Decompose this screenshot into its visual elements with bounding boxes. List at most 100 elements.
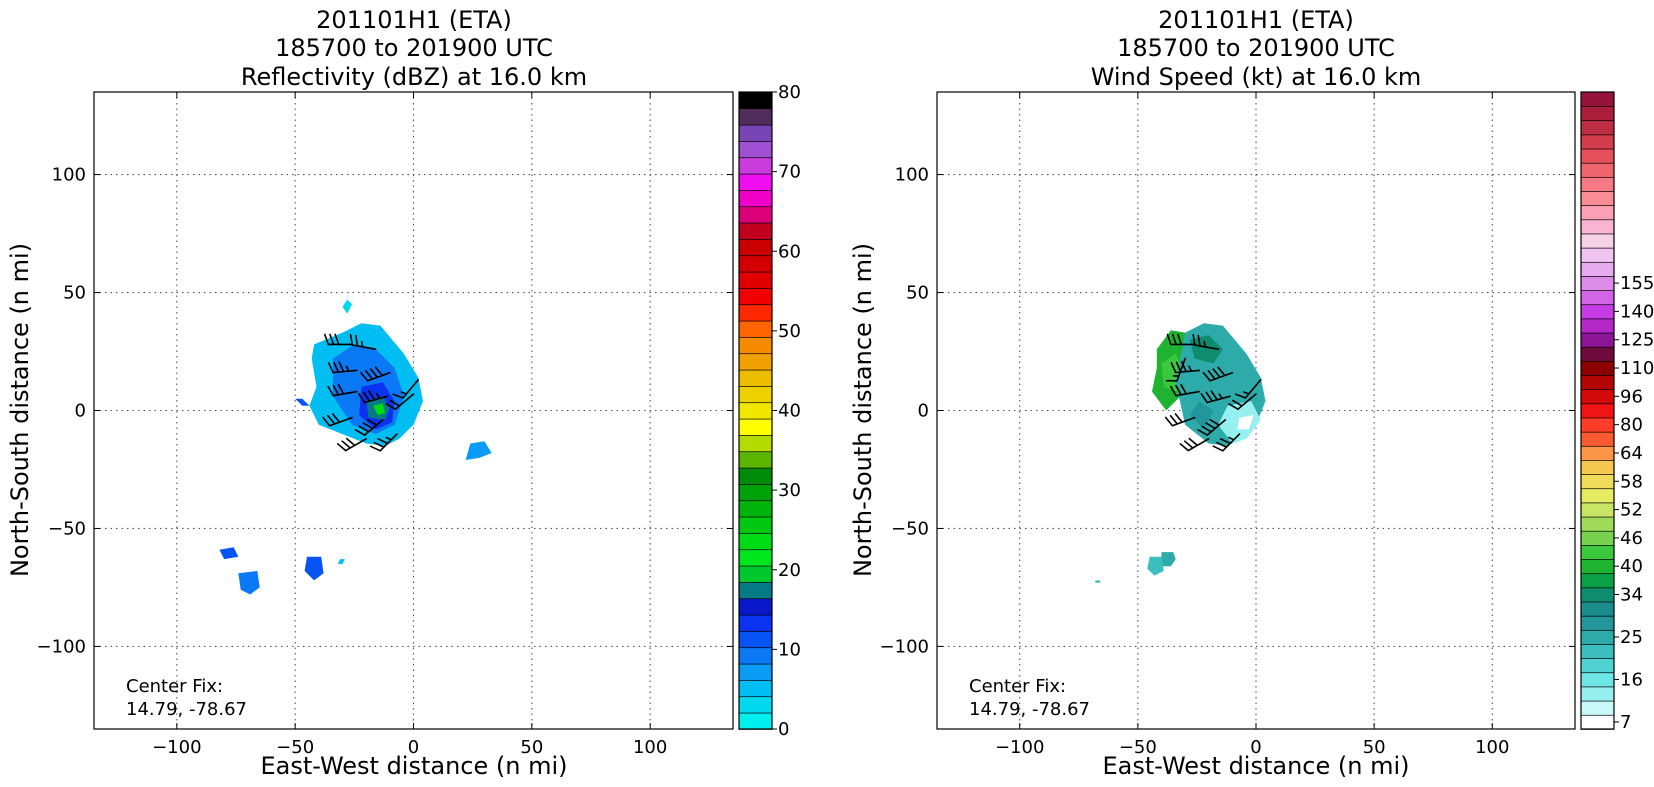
colorbar-tick-label: 70 [778, 162, 801, 183]
colorbar-bin [738, 156, 773, 175]
y-tick-label: −50 [48, 518, 86, 539]
reflectivity-title-line-2: 185700 to 201900 UTC [275, 34, 553, 62]
colorbar-bin [1580, 657, 1615, 674]
windspeed-title-line-1: 201101H1 (ETA) [1158, 6, 1354, 34]
wind-barb [392, 379, 419, 399]
x-tick-label: 50 [1363, 737, 1386, 758]
reflectivity-center-fix-value: 14.79, -78.67 [126, 699, 247, 720]
wind-barb [1170, 384, 1201, 397]
wind-barb [1228, 393, 1257, 410]
colorbar-bin [738, 287, 773, 306]
colorbar-bin [1580, 516, 1615, 532]
reflectivity-title-line-3: Reflectivity (dBZ) at 16.0 km [241, 63, 587, 91]
x-tick-label: −100 [995, 737, 1044, 758]
wind-barb [1170, 361, 1201, 374]
colorbar-bin [738, 630, 773, 649]
colorbar-bin [738, 271, 773, 289]
echo-region [295, 398, 310, 406]
colorbar-bin [738, 418, 773, 436]
colorbar-bin [1580, 233, 1615, 249]
wind-barb [322, 413, 353, 427]
colorbar-tick-label: 10 [778, 639, 801, 660]
colorbar-bin [738, 91, 773, 110]
colorbar-tick-label: 80 [1620, 415, 1643, 436]
colorbar-bin [1580, 289, 1615, 306]
colorbar-bin [1580, 105, 1615, 122]
colorbar-bin [1580, 672, 1615, 688]
y-tick-label: 100 [52, 165, 86, 186]
colorbar-bin [738, 663, 773, 681]
colorbar-bin [738, 336, 773, 355]
colorbar-bin [738, 548, 773, 567]
y-tick-label: 0 [75, 401, 86, 422]
colorbar-tick-label: 58 [1620, 471, 1643, 492]
echo-region [465, 441, 492, 460]
colorbar-bin [738, 499, 773, 518]
echo-region [337, 559, 345, 564]
echo-region [1147, 556, 1164, 576]
colorbar-bin [738, 467, 773, 485]
wind-barb [354, 418, 384, 436]
colorbar-bin [1580, 346, 1615, 362]
wind-barb [1212, 433, 1241, 452]
colorbar-tick-label: 7 [1620, 712, 1631, 733]
colorbar-bin [738, 369, 773, 387]
wind-barb [1179, 437, 1210, 452]
colorbar-tick-label: 64 [1620, 443, 1643, 464]
wind-barb [327, 383, 358, 397]
echo-region [1189, 335, 1223, 364]
echo-region [1310, 445, 1327, 460]
colorbar-bin [1580, 558, 1615, 575]
echo-region [1095, 580, 1100, 583]
y-tick-label: 50 [906, 283, 929, 304]
colorbar-bin [738, 205, 773, 224]
colorbar-bin [1580, 459, 1615, 475]
y-tick-label: 0 [918, 401, 929, 422]
colorbar-bin [738, 581, 773, 600]
colorbar-bin [738, 434, 773, 453]
colorbar-bin [1580, 148, 1615, 164]
colorbar-bin [738, 107, 773, 126]
colorbar-bin [738, 254, 773, 273]
colorbar-bin [1580, 134, 1615, 150]
windspeed-title-line-2: 185700 to 201900 UTC [1117, 34, 1395, 62]
colorbar-bin [738, 646, 773, 665]
colorbar-bin [1580, 403, 1615, 419]
y-tick-label: 50 [63, 283, 86, 304]
windspeed-x-axis-label: East-West distance (n mi) [1102, 752, 1409, 780]
colorbar-bin [738, 173, 773, 191]
reflectivity-x-axis-label: East-West distance (n mi) [260, 752, 567, 780]
colorbar-tick-label: 34 [1620, 585, 1643, 606]
wind-barb [328, 361, 358, 374]
colorbar-bin [738, 614, 773, 632]
colorbar-bin [1580, 162, 1615, 178]
x-tick-label: 0 [408, 737, 419, 758]
colorbar-bin [738, 597, 773, 616]
colorbar-bin [1580, 700, 1615, 716]
echo-region [1161, 552, 1176, 567]
colorbar-bin [1580, 318, 1615, 334]
windspeed-center-fix-value: 14.79, -78.67 [969, 699, 1090, 720]
colorbar-bin [1580, 91, 1615, 107]
reflectivity-center-fix-label: Center Fix: [126, 676, 223, 697]
colorbar-bin [1580, 714, 1615, 730]
colorbar-bin [738, 238, 773, 257]
wind-barb [357, 390, 389, 404]
colorbar-bin [1580, 643, 1615, 659]
colorbar-tick-label: 30 [778, 480, 801, 501]
reflectivity-wind-barbs [322, 333, 419, 452]
y-tick-label: 100 [895, 165, 929, 186]
windspeed-colorbar: 7 16 25 34 40 46 52 58 64 80 96 110 125 140 155 [1580, 91, 1654, 733]
colorbar-bin [738, 695, 773, 714]
colorbar-tick-label: 125 [1620, 330, 1654, 351]
reflectivity-y-axis-label: North-South distance (n mi) [6, 243, 34, 577]
colorbar-bin [1580, 219, 1615, 235]
wind-barb [369, 433, 398, 452]
colorbar-bin [1580, 445, 1615, 461]
windspeed-center-fix-label: Center Fix: [969, 676, 1066, 697]
x-tick-label: 100 [633, 737, 667, 758]
echo-region [219, 547, 239, 560]
wind-barb [1166, 333, 1196, 346]
windspeed-y-axis-label: North-South distance (n mi) [849, 243, 877, 577]
reflectivity-axis-ticks: −100 −50 0 50 100 −100 −50 0 50 100 [37, 92, 733, 758]
